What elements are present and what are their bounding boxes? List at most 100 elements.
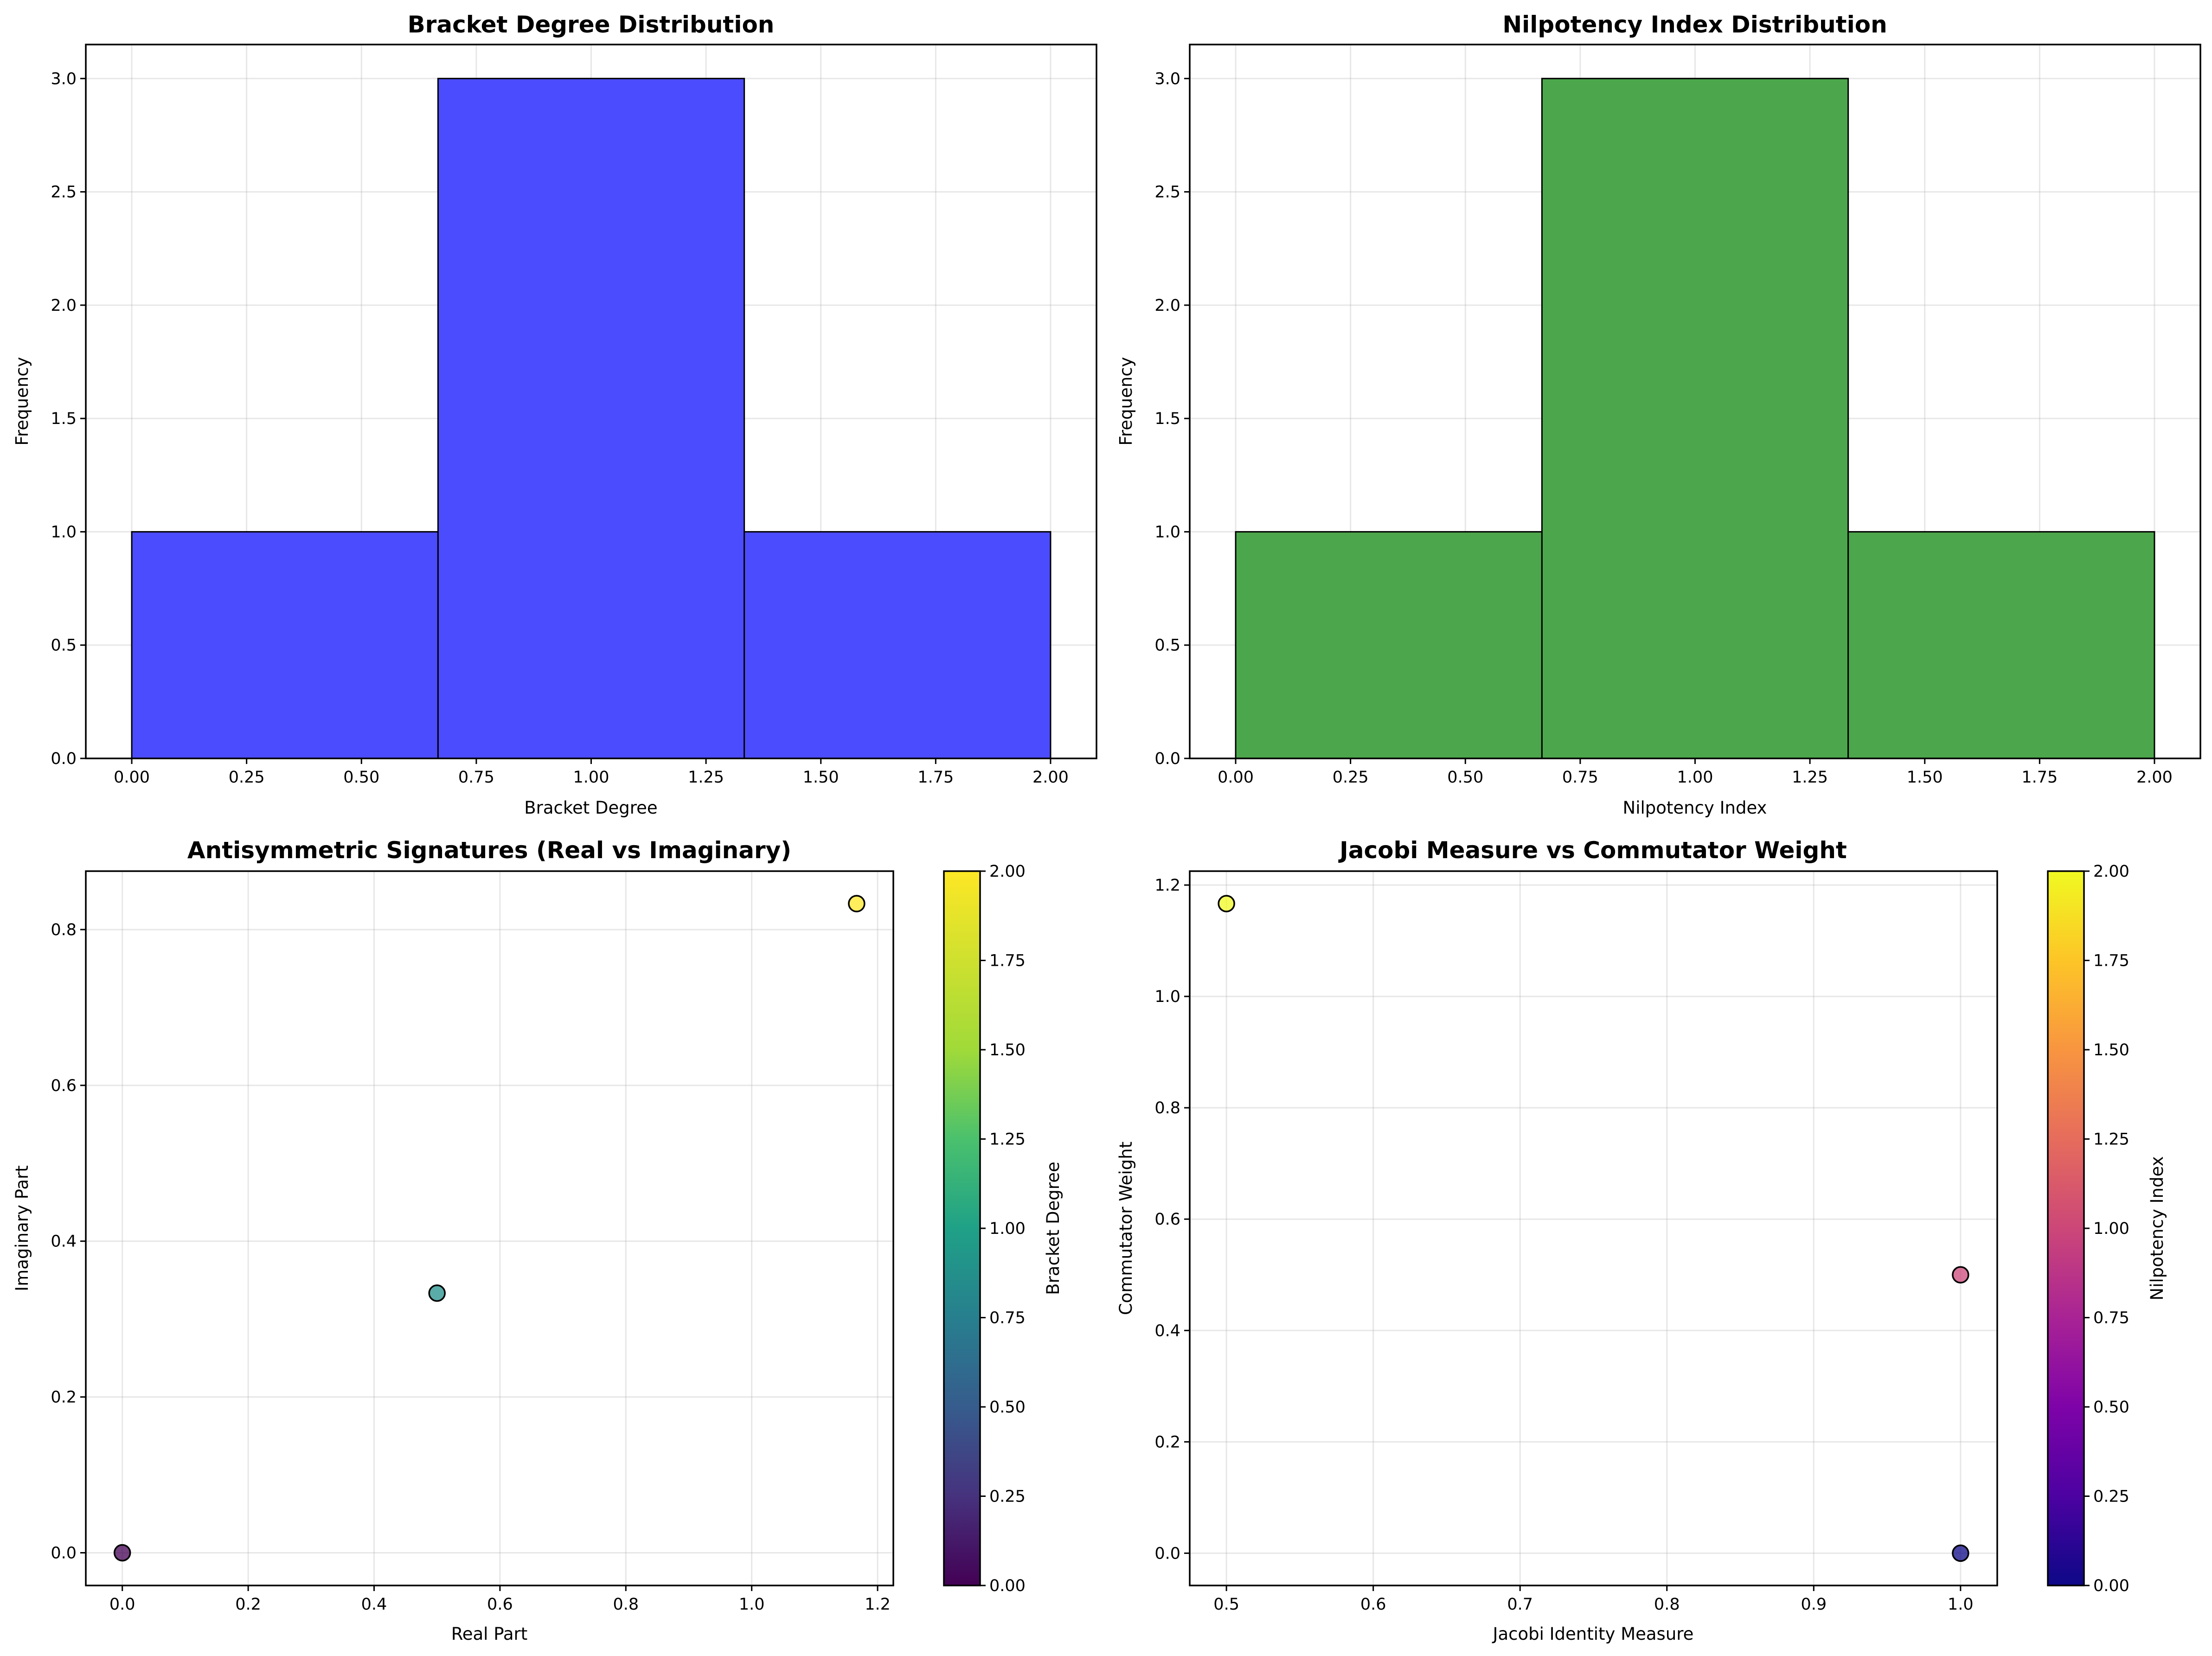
scatter-point — [1218, 895, 1235, 912]
colorbar-tick-label: 0.00 — [989, 1577, 1026, 1595]
colorbar-tick-label: 0.50 — [2093, 1398, 2129, 1417]
y-ticks: 0.0 0.5 1.0 1.5 2.0 2.5 3.0 — [51, 70, 86, 768]
x-tick-label: 0.75 — [1562, 768, 1598, 787]
y-tick-label: 2.5 — [51, 183, 77, 202]
y-tick-label: 0.6 — [51, 1077, 77, 1095]
x-tick-label: 0.00 — [1218, 768, 1254, 787]
y-tick-label: 0.5 — [1154, 636, 1180, 655]
histogram-bar — [1847, 531, 2155, 759]
x-tick-label: 1.75 — [917, 768, 954, 787]
histogram-bar — [744, 531, 1052, 759]
x-tick-label: 1.50 — [1907, 768, 1943, 787]
x-tick-label: 0.5 — [1213, 1595, 1239, 1614]
bars — [1235, 77, 2155, 759]
y-tick-label: 1.5 — [1154, 410, 1180, 428]
x-ticks: 0.5 0.6 0.7 0.8 0.9 1.0 — [1213, 1585, 1974, 1614]
x-axis-label: Jacobi Identity Measure — [1492, 1624, 1694, 1644]
colorbar-tick-label: 2.00 — [989, 862, 1026, 881]
colorbar-tick-label: 0.00 — [2093, 1577, 2129, 1595]
colorbar-ticks: 0.00 0.25 0.50 0.75 1.00 1.25 1.50 1.75 2.00 — [2084, 862, 2129, 1595]
y-tick-label: 0.5 — [51, 636, 77, 655]
x-tick-label: 0.00 — [114, 768, 150, 787]
y-tick-label: 0.2 — [51, 1388, 77, 1407]
x-tick-label: 0.7 — [1507, 1595, 1533, 1614]
colorbar-tick-label: 1.50 — [2093, 1041, 2129, 1059]
x-ticks: 0.00 0.25 0.50 0.75 1.00 1.25 1.50 1.75 2.00 — [114, 758, 1069, 787]
colorbar-tick-label: 1.75 — [2093, 952, 2129, 970]
y-tick-label: 1.0 — [1154, 988, 1180, 1006]
colorbar-tick-label: 0.25 — [989, 1488, 1026, 1506]
x-tick-label: 0.25 — [229, 768, 265, 787]
y-tick-label: 0.0 — [51, 750, 77, 768]
chart-title: Nilpotency Index Distribution — [1502, 11, 1887, 38]
y-tick-label: 0.0 — [1154, 750, 1180, 768]
bars — [131, 77, 1052, 759]
colorbar-tick-label: 1.00 — [2093, 1220, 2129, 1238]
chart-title: Antisymmetric Signatures (Real vs Imagin… — [187, 837, 791, 864]
y-axis-label: Imaginary Part — [12, 1165, 32, 1291]
points — [113, 895, 866, 1562]
y-tick-label: 0.8 — [51, 921, 77, 939]
x-tick-label: 1.25 — [688, 768, 724, 787]
y-tick-label: 0.4 — [51, 1232, 77, 1251]
x-tick-label: 1.00 — [573, 768, 609, 787]
histogram-bar — [131, 531, 439, 759]
x-tick-label: 0.25 — [1333, 768, 1369, 787]
colorbar — [944, 871, 980, 1585]
grid — [1190, 871, 1997, 1585]
y-axis-label: Frequency — [12, 357, 32, 445]
y-tick-label: 0.6 — [1154, 1210, 1180, 1229]
plot-frame — [1189, 870, 1998, 1586]
scatter-point — [113, 1544, 131, 1562]
colorbar-tick-label: 0.75 — [2093, 1309, 2129, 1328]
x-tick-label: 1.0 — [739, 1595, 765, 1614]
scatter-point — [1952, 1544, 1969, 1562]
colorbar — [2048, 871, 2084, 1585]
colorbar-tick-label: 0.25 — [2093, 1488, 2129, 1506]
y-ticks: 0.0 0.2 0.4 0.6 0.8 — [51, 921, 86, 1562]
y-tick-label: 0.2 — [1154, 1433, 1180, 1451]
x-ticks: 0.00 0.25 0.50 0.75 1.00 1.25 1.50 1.75 2.00 — [1218, 758, 2173, 787]
colorbar-tick-label: 1.75 — [989, 952, 1026, 970]
colorbar-label: Nilpotency Index — [2147, 1156, 2167, 1301]
scatter-point — [1952, 1266, 1969, 1284]
y-ticks: 0.0 0.5 1.0 1.5 2.0 2.5 3.0 — [1154, 70, 1190, 768]
y-tick-label: 2.0 — [51, 296, 77, 315]
x-axis-label: Bracket Degree — [524, 798, 657, 818]
y-tick-label: 2.5 — [1154, 183, 1180, 202]
x-tick-label: 0.8 — [613, 1595, 639, 1614]
y-ticks: 0.0 0.2 0.4 0.6 0.8 1.0 1.2 — [1154, 876, 1190, 1563]
colorbar-tick-label: 1.25 — [2093, 1130, 2129, 1149]
x-tick-label: 1.50 — [803, 768, 839, 787]
y-tick-label: 0.8 — [1154, 1099, 1180, 1117]
y-tick-label: 3.0 — [1154, 70, 1180, 88]
plot-frame — [85, 870, 894, 1586]
points — [1218, 895, 1969, 1562]
colorbar-label: Bracket Degree — [1043, 1162, 1063, 1295]
x-tick-label: 0.8 — [1654, 1595, 1680, 1614]
colorbar-tick-label: 0.50 — [989, 1398, 1026, 1417]
x-tick-label: 0.6 — [1360, 1595, 1386, 1614]
x-tick-label: 0.50 — [343, 768, 379, 787]
scatter-point — [428, 1284, 446, 1302]
colorbar-tick-label: 1.00 — [989, 1220, 1026, 1238]
y-tick-label: 1.0 — [1154, 523, 1180, 541]
scatter-point — [848, 895, 866, 912]
y-tick-label: 1.5 — [51, 410, 77, 428]
histogram-bar — [1235, 531, 1543, 759]
panel-bracket-degree: Bracket Degree Distribution 0.00 0.25 0.50… — [12, 11, 1097, 818]
x-ticks: 0.0 0.2 0.4 0.6 0.8 1.0 1.2 — [109, 1585, 891, 1614]
x-tick-label: 0.6 — [487, 1595, 513, 1614]
colorbar-tick-label: 0.75 — [989, 1309, 1026, 1328]
y-tick-label: 1.0 — [51, 523, 77, 541]
x-tick-label: 1.0 — [1948, 1595, 1974, 1614]
y-tick-label: 1.2 — [1154, 876, 1180, 895]
y-axis-label: Frequency — [1116, 357, 1136, 445]
histogram-bar — [1541, 77, 1849, 759]
y-tick-label: 2.0 — [1154, 296, 1180, 315]
x-tick-label: 2.00 — [1032, 768, 1069, 787]
x-tick-label: 1.2 — [865, 1595, 891, 1614]
x-tick-label: 1.25 — [1792, 768, 1828, 787]
y-tick-label: 3.0 — [51, 70, 77, 88]
